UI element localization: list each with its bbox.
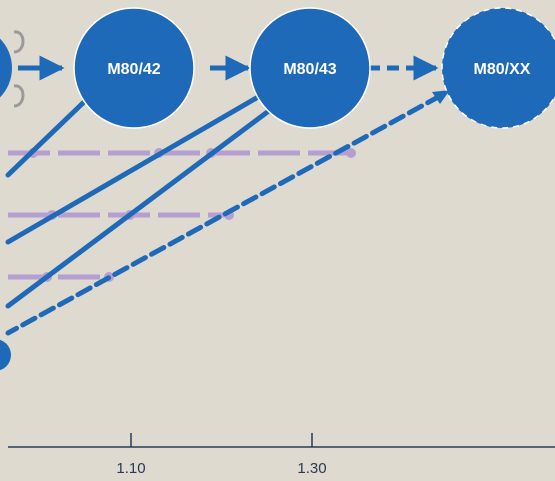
lilac-tracks bbox=[8, 150, 352, 280]
connector-42-a bbox=[5, 99, 87, 178]
node-m80-43-label: M80/43 bbox=[283, 61, 336, 78]
connector-43-a bbox=[5, 90, 268, 245]
node-m80-43: M80/43 bbox=[249, 7, 371, 129]
connector-xx-arrowhead bbox=[432, 90, 450, 104]
node-m80-42: M80/42 bbox=[73, 7, 195, 129]
binder-ring-bottom bbox=[13, 84, 25, 108]
node-m80-42-circle bbox=[73, 7, 195, 129]
node-m80-42-label: M80/42 bbox=[107, 61, 160, 78]
node-m80-xx-label: M80/XX bbox=[474, 61, 531, 78]
node-m80-xx-circle bbox=[441, 7, 555, 129]
axis-tick-label-1: 1.10 bbox=[116, 460, 145, 477]
node-m80-43-circle bbox=[249, 7, 371, 129]
binder-ring-top bbox=[13, 30, 25, 54]
offscreen-node bbox=[0, 38, 12, 98]
node-m80-xx: M80/XX bbox=[441, 7, 555, 129]
connector-xx-dashed bbox=[5, 93, 443, 336]
connector-43-b bbox=[5, 107, 273, 309]
offscreen-dot bbox=[0, 339, 11, 371]
blue-connectors bbox=[5, 90, 443, 336]
axis-tick-label-2: 1.30 bbox=[297, 460, 326, 477]
